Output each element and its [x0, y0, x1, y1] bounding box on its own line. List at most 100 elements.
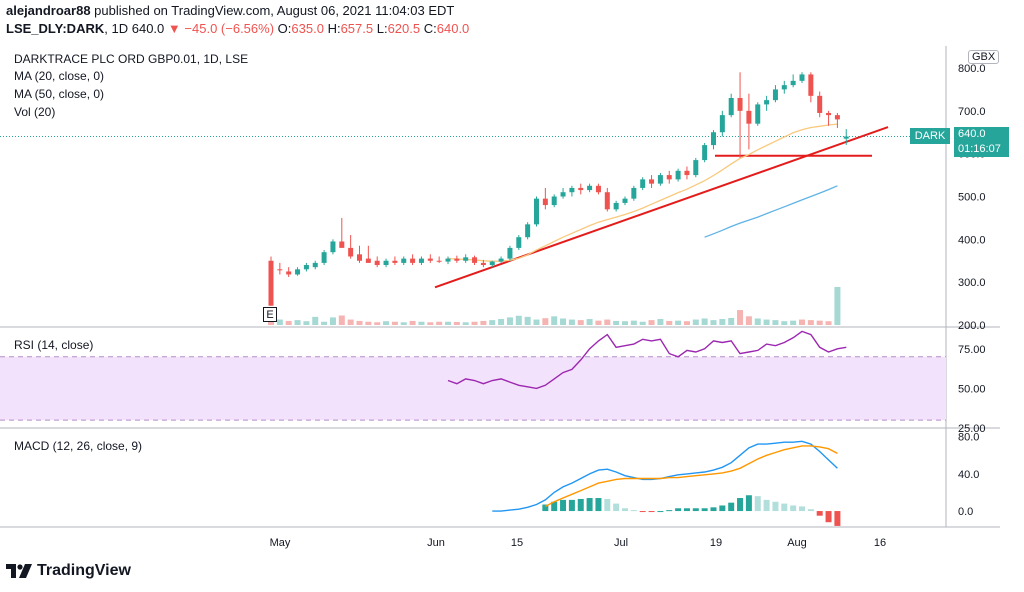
candle-body [587, 185, 593, 191]
candle-body [454, 258, 460, 261]
volume-bar [577, 320, 584, 325]
symbol-tag: DARK [910, 128, 950, 144]
close-label: C: [423, 21, 437, 36]
macd-histogram-bar [816, 511, 823, 516]
candle-body [303, 265, 309, 270]
macd-histogram-bar [604, 498, 611, 512]
candle-body [604, 192, 610, 210]
volume-bar [303, 321, 310, 325]
candle-body [684, 170, 690, 176]
tradingview-logo-icon [6, 564, 32, 578]
last-price: 640.0 [131, 21, 165, 36]
rsi-legend[interactable]: RSI (14, close) [14, 338, 94, 352]
candle-body [357, 254, 362, 261]
volume-bar [471, 321, 478, 325]
ma50-legend[interactable]: MA (50, close, 0) [14, 87, 105, 101]
ma20-legend[interactable]: MA (20, close, 0) [14, 69, 105, 83]
candle-body [418, 258, 424, 263]
macd-histogram-bar [763, 499, 770, 512]
candle-body [295, 269, 301, 275]
candle-body [569, 187, 575, 193]
macd-histogram-bar [737, 498, 744, 512]
macd-histogram-bar [613, 503, 620, 512]
high-label: H: [327, 21, 341, 36]
macd-histogram-bar [799, 506, 805, 512]
volume-bar [666, 320, 673, 325]
macd-histogram-bar [639, 511, 646, 513]
volume-bar [542, 318, 549, 325]
candle-body [480, 262, 486, 266]
high-value: 657.5 [340, 21, 374, 36]
time-tick-label: Jul [614, 537, 628, 549]
candle-body [392, 260, 398, 263]
candle-body [401, 258, 407, 263]
low-value: 620.5 [387, 21, 421, 36]
macd-histogram-bar [586, 498, 593, 512]
macd-tick-label: 80.0 [958, 432, 979, 444]
volume-bar [745, 316, 752, 325]
volume-bar [365, 321, 372, 325]
author-name[interactable]: alejandroar88 [6, 3, 91, 18]
macd-histogram-bar [719, 505, 726, 512]
earnings-marker[interactable]: E [263, 307, 277, 322]
volume-bar [781, 321, 788, 325]
symbol-code: LSE_DLY:DARK [6, 21, 105, 36]
chart-title: DARKTRACE PLC ORD GBP0.01, 1D, LSE [14, 52, 249, 66]
volume-bar [683, 321, 690, 325]
candle-body [808, 74, 814, 96]
publish-info: published on TradingView.com, August 06,… [94, 3, 455, 18]
candle-body [843, 136, 849, 139]
volume-bar [719, 319, 726, 325]
macd-histogram-bar [551, 501, 558, 512]
rsi-tick-label: 75.00 [958, 344, 986, 356]
volume-bar [834, 287, 841, 325]
candle-body [489, 261, 495, 266]
time-tick-label: 19 [710, 537, 722, 549]
price-tick-label: 500.0 [958, 192, 986, 204]
macd-histogram-bar [754, 496, 761, 512]
macd-histogram-bar [701, 508, 708, 512]
candle-body [551, 196, 557, 206]
macd-legend[interactable]: MACD (12, 26, close, 9) [14, 439, 143, 453]
volume-bar [604, 319, 611, 325]
currency-badge[interactable]: GBX [968, 50, 1000, 64]
volume-bar [710, 320, 717, 325]
volume-bar [498, 319, 505, 325]
macd-histogram-bar [675, 508, 682, 512]
volume-bar [453, 322, 460, 325]
volume-bar [524, 316, 531, 325]
tradingview-logo[interactable]: TradingView [6, 562, 131, 580]
volume-bar [480, 320, 487, 325]
price-tag-value: 640.0 [958, 128, 986, 140]
volume-bar [560, 318, 567, 325]
candle-body [790, 80, 796, 86]
volume-bar [639, 321, 646, 325]
candle-body [383, 260, 389, 266]
volume-bar [418, 321, 425, 325]
volume-bar [321, 321, 328, 325]
volume-bar [657, 319, 664, 325]
macd-histogram-bar [568, 499, 575, 512]
candle-body [445, 258, 451, 262]
bar-countdown: 01:16:07 [958, 143, 1001, 155]
volume-legend[interactable]: Vol (20) [14, 105, 56, 119]
candle-body [613, 202, 619, 210]
volume-bar [630, 320, 637, 325]
brand-name: TradingView [37, 562, 131, 579]
macd-histogram-bar [772, 501, 779, 512]
volume-bar [489, 320, 496, 325]
volume-bar [816, 320, 823, 325]
macd-histogram-bar [595, 498, 602, 512]
volume-bar [338, 315, 345, 325]
volume-bar [701, 318, 708, 325]
candle-body [702, 145, 708, 161]
volume-bar [568, 319, 575, 325]
ohlc-line: LSE_DLY:DARK, 1D 640.0 ▼ −45.0 (−6.56%) … [6, 21, 470, 36]
candle-body [746, 110, 752, 124]
macd-histogram-bar [577, 498, 584, 512]
volume-bar [383, 321, 390, 325]
candle-body [631, 187, 637, 199]
candle-body [675, 170, 681, 180]
volume-bar [294, 320, 301, 325]
